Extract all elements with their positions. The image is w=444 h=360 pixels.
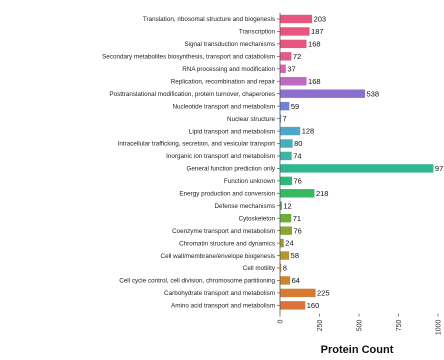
category-label: Cell motility: [243, 265, 276, 272]
category-label: Carbohydrate transport and metabolism: [164, 290, 275, 297]
value-label: 168: [308, 77, 321, 86]
value-label: 160: [307, 301, 320, 310]
bar: [280, 39, 307, 49]
bar: [280, 301, 306, 310]
value-label: 8: [283, 264, 287, 273]
value-label: 24: [285, 239, 293, 248]
category-label: Cytoskeleton: [239, 215, 276, 222]
bar: [280, 114, 282, 123]
bar: [280, 139, 293, 148]
bar: [280, 263, 282, 273]
bar: [280, 151, 292, 161]
x-tick-label: 500: [357, 319, 364, 331]
bar: [280, 176, 293, 186]
value-label: 538: [367, 89, 380, 98]
bar: [280, 201, 282, 210]
bar: [280, 251, 290, 260]
value-label: 80: [294, 139, 302, 148]
bar: [280, 101, 290, 111]
value-label: 72: [293, 52, 301, 61]
x-tick-label: 750: [396, 319, 403, 331]
category-label: Secondary metabolites biosynthesis, tran…: [102, 54, 275, 61]
value-label: 203: [314, 15, 327, 24]
x-tick-label: 0: [278, 319, 285, 323]
category-label: Posttranslational modification, protein …: [109, 91, 275, 98]
category-label: Lipid transport and metabolism: [189, 128, 275, 135]
bar: [280, 126, 301, 136]
value-label: 59: [291, 102, 299, 111]
category-label: Nuclear structure: [227, 116, 275, 123]
bar: [280, 288, 316, 298]
value-label: 37: [287, 64, 295, 73]
category-label: Transcription: [239, 29, 276, 36]
bar: [280, 27, 310, 36]
category-label: Cell wall/membrane/envelope biogenesis: [161, 253, 275, 260]
category-label: General function prediction only: [186, 166, 275, 173]
category-label: RNA processing and modification: [182, 66, 275, 73]
category-label: Inorganic ion transport and metabolism: [166, 153, 275, 160]
category-label: Intracellular trafficking, secretion, an…: [118, 141, 276, 148]
category-label: Nucleotide transport and metabolism: [172, 103, 275, 110]
category-label: Cell cycle control, cell division, chrom…: [119, 278, 275, 285]
bar: [280, 52, 292, 61]
bar: [280, 276, 291, 285]
bar: [280, 226, 293, 235]
bar: [280, 214, 292, 223]
value-label: 58: [291, 251, 299, 260]
value-label: 971: [435, 164, 444, 173]
bar: [280, 89, 365, 98]
bar: [280, 64, 286, 73]
value-label: 64: [292, 276, 300, 285]
category-label: Defense mechanisms: [214, 203, 275, 210]
value-label: 12: [283, 201, 291, 210]
category-label: Chromatin structure and dynamics: [179, 240, 275, 247]
x-tick-label: 1000: [436, 319, 443, 335]
value-label: 187: [311, 27, 324, 36]
value-label: 7: [283, 114, 287, 123]
axes-group: 0 250 500 750 1000: [277, 12, 443, 335]
value-label: 74: [293, 152, 301, 161]
category-label: Translation, ribosomal structure and bio…: [143, 16, 275, 23]
bar: [280, 164, 434, 173]
bar: [280, 14, 313, 24]
category-label: Amino acid transport and metabolism: [171, 303, 275, 310]
category-label: Replication, recombination and repair: [171, 78, 275, 85]
x-axis-title: Protein Count: [321, 344, 394, 356]
category-label: Signal transduction mechanisms: [184, 41, 275, 48]
category-labels-group: Translation, ribosomal structure and bio…: [102, 16, 276, 309]
bar: [280, 238, 284, 248]
value-label: 218: [316, 189, 329, 198]
category-label: Function unknown: [224, 178, 276, 185]
category-label: Coenzyme transport and metabolism: [172, 228, 275, 235]
value-label: 76: [294, 226, 302, 235]
bar: [280, 189, 315, 198]
value-label: 225: [317, 289, 330, 298]
bars-group: [280, 14, 434, 310]
x-tick-label: 250: [317, 319, 324, 331]
value-label: 128: [302, 127, 315, 136]
category-label: Energy production and conversion: [179, 191, 275, 198]
value-label: 71: [293, 214, 301, 223]
value-labels-group: 2031871687237168538597128807497176218127…: [283, 15, 444, 310]
bar: [280, 77, 307, 86]
value-label: 76: [294, 176, 302, 185]
value-label: 168: [308, 40, 321, 49]
